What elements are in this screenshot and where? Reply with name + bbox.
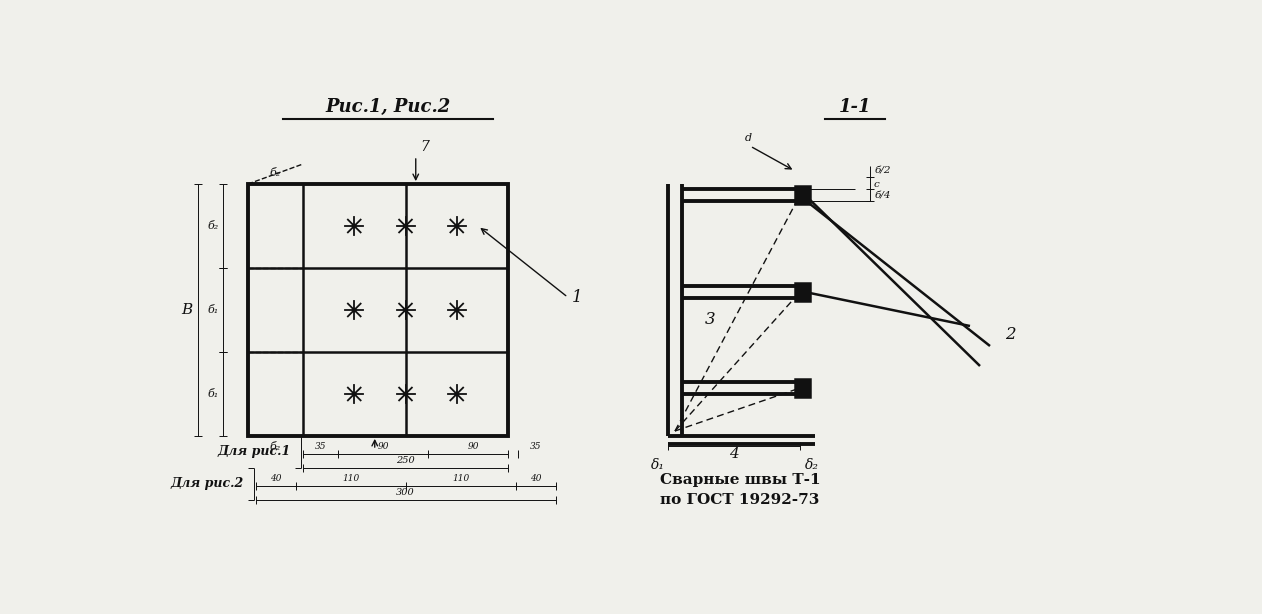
Text: 4: 4: [729, 447, 738, 461]
Text: б₂: б₂: [270, 442, 281, 452]
Text: 7: 7: [420, 140, 429, 154]
Bar: [795, 283, 810, 301]
Text: 300: 300: [396, 488, 415, 497]
Bar: [795, 379, 810, 397]
Text: 1: 1: [572, 289, 583, 306]
Text: б/2: б/2: [875, 166, 891, 176]
Text: Для рис.1: Для рис.1: [218, 446, 292, 459]
Text: 40: 40: [530, 474, 541, 483]
Text: В: В: [180, 303, 192, 317]
Text: б₂: б₂: [208, 221, 220, 231]
Text: δ₂: δ₂: [805, 458, 819, 472]
Text: 110: 110: [342, 474, 360, 483]
Text: б₂: б₂: [270, 168, 281, 178]
Text: 110: 110: [452, 474, 469, 483]
Circle shape: [352, 308, 356, 312]
Circle shape: [456, 308, 458, 312]
Bar: [249, 184, 509, 436]
Circle shape: [404, 224, 408, 228]
Circle shape: [352, 224, 356, 228]
Text: 1-1: 1-1: [839, 98, 871, 116]
Circle shape: [404, 392, 408, 395]
Text: б₁: б₁: [208, 389, 220, 399]
Circle shape: [456, 392, 458, 395]
Circle shape: [352, 392, 356, 395]
Text: 90: 90: [467, 442, 478, 451]
Text: 90: 90: [377, 442, 389, 451]
Text: 3: 3: [704, 311, 716, 327]
Text: d: d: [745, 133, 752, 143]
Text: δ₁: δ₁: [651, 458, 665, 472]
Circle shape: [456, 224, 458, 228]
Text: с: с: [875, 179, 880, 188]
Text: 250: 250: [396, 456, 415, 465]
Text: Для рис.2: Для рис.2: [170, 478, 244, 491]
Text: Сварные швы Т-1: Сварные швы Т-1: [660, 473, 820, 487]
Text: б₁: б₁: [208, 305, 220, 315]
Text: 35: 35: [530, 442, 541, 451]
Bar: [795, 186, 810, 204]
Text: 35: 35: [314, 442, 327, 451]
Text: б/4: б/4: [875, 192, 891, 201]
Text: Рис.1, Рис.2: Рис.1, Рис.2: [326, 98, 451, 116]
Text: 40: 40: [270, 474, 281, 483]
Text: по ГОСТ 19292-73: по ГОСТ 19292-73: [660, 493, 819, 507]
Text: 2: 2: [1005, 325, 1016, 343]
Circle shape: [404, 308, 408, 312]
